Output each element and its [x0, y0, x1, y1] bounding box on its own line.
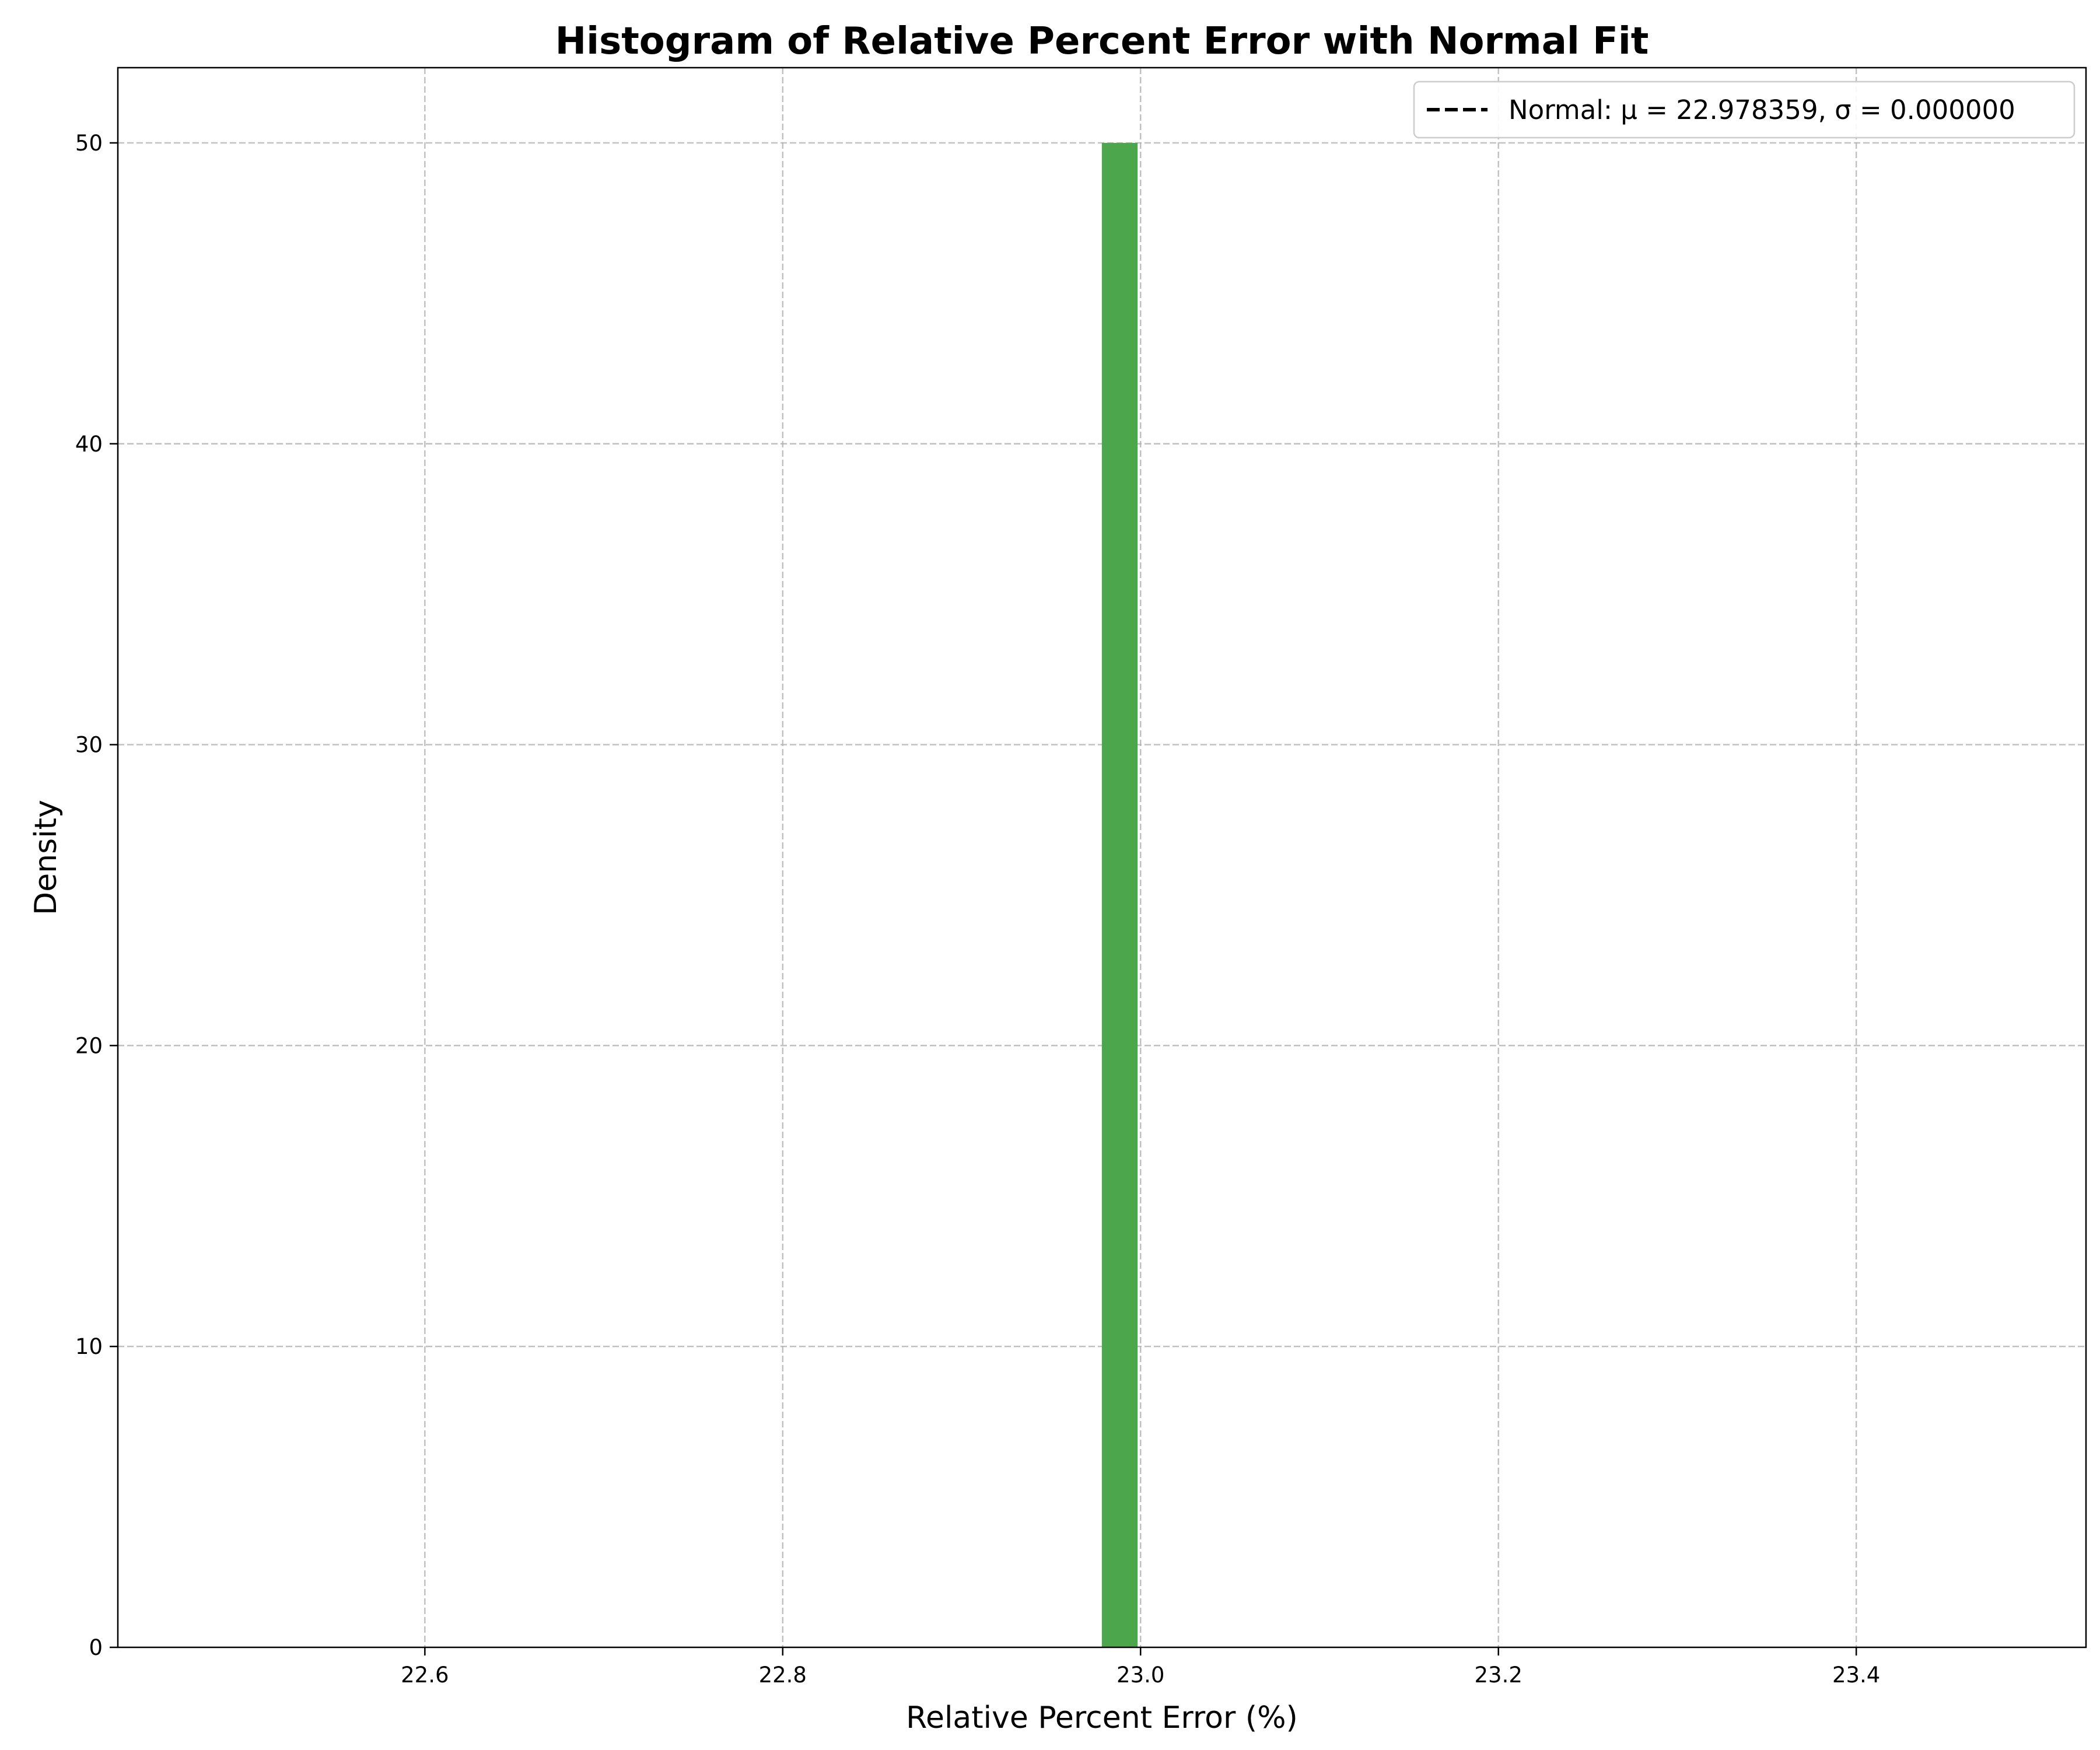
x-tick-label: 22.8	[759, 1662, 807, 1688]
histogram-bars	[1101, 142, 1138, 1647]
y-tick-label: 10	[75, 1334, 103, 1359]
x-tick-label: 23.2	[1475, 1662, 1522, 1688]
legend-box	[1413, 80, 2076, 139]
y-tick-label: 40	[75, 432, 103, 457]
y-tick-label: 30	[75, 733, 103, 758]
y-tick-label: 0	[89, 1635, 103, 1660]
chart-title: Histogram of Relative Percent Error with…	[555, 20, 1649, 63]
x-axis-label: Relative Percent Error (%)	[906, 1700, 1298, 1735]
y-axis-label: Density	[29, 800, 64, 915]
legend-entry-normal-fit: Normal: μ = 22.978359, σ = 0.000000	[1508, 94, 2015, 125]
axis-ticks: 22.6 22.8 23.0 23.2 23.4 0 10 20 30 40 50	[75, 131, 1880, 1688]
x-tick-label: 22.6	[401, 1662, 449, 1688]
legend: Normal: μ = 22.978359, σ = 0.000000	[1413, 80, 2076, 139]
x-tick-label: 23.4	[1832, 1662, 1880, 1688]
y-tick-label: 20	[75, 1033, 103, 1058]
x-tick-label: 23.0	[1116, 1662, 1164, 1688]
plot-area-frame	[117, 66, 2087, 1648]
histogram-bar	[1101, 142, 1138, 1647]
y-tick-label: 50	[75, 131, 103, 156]
